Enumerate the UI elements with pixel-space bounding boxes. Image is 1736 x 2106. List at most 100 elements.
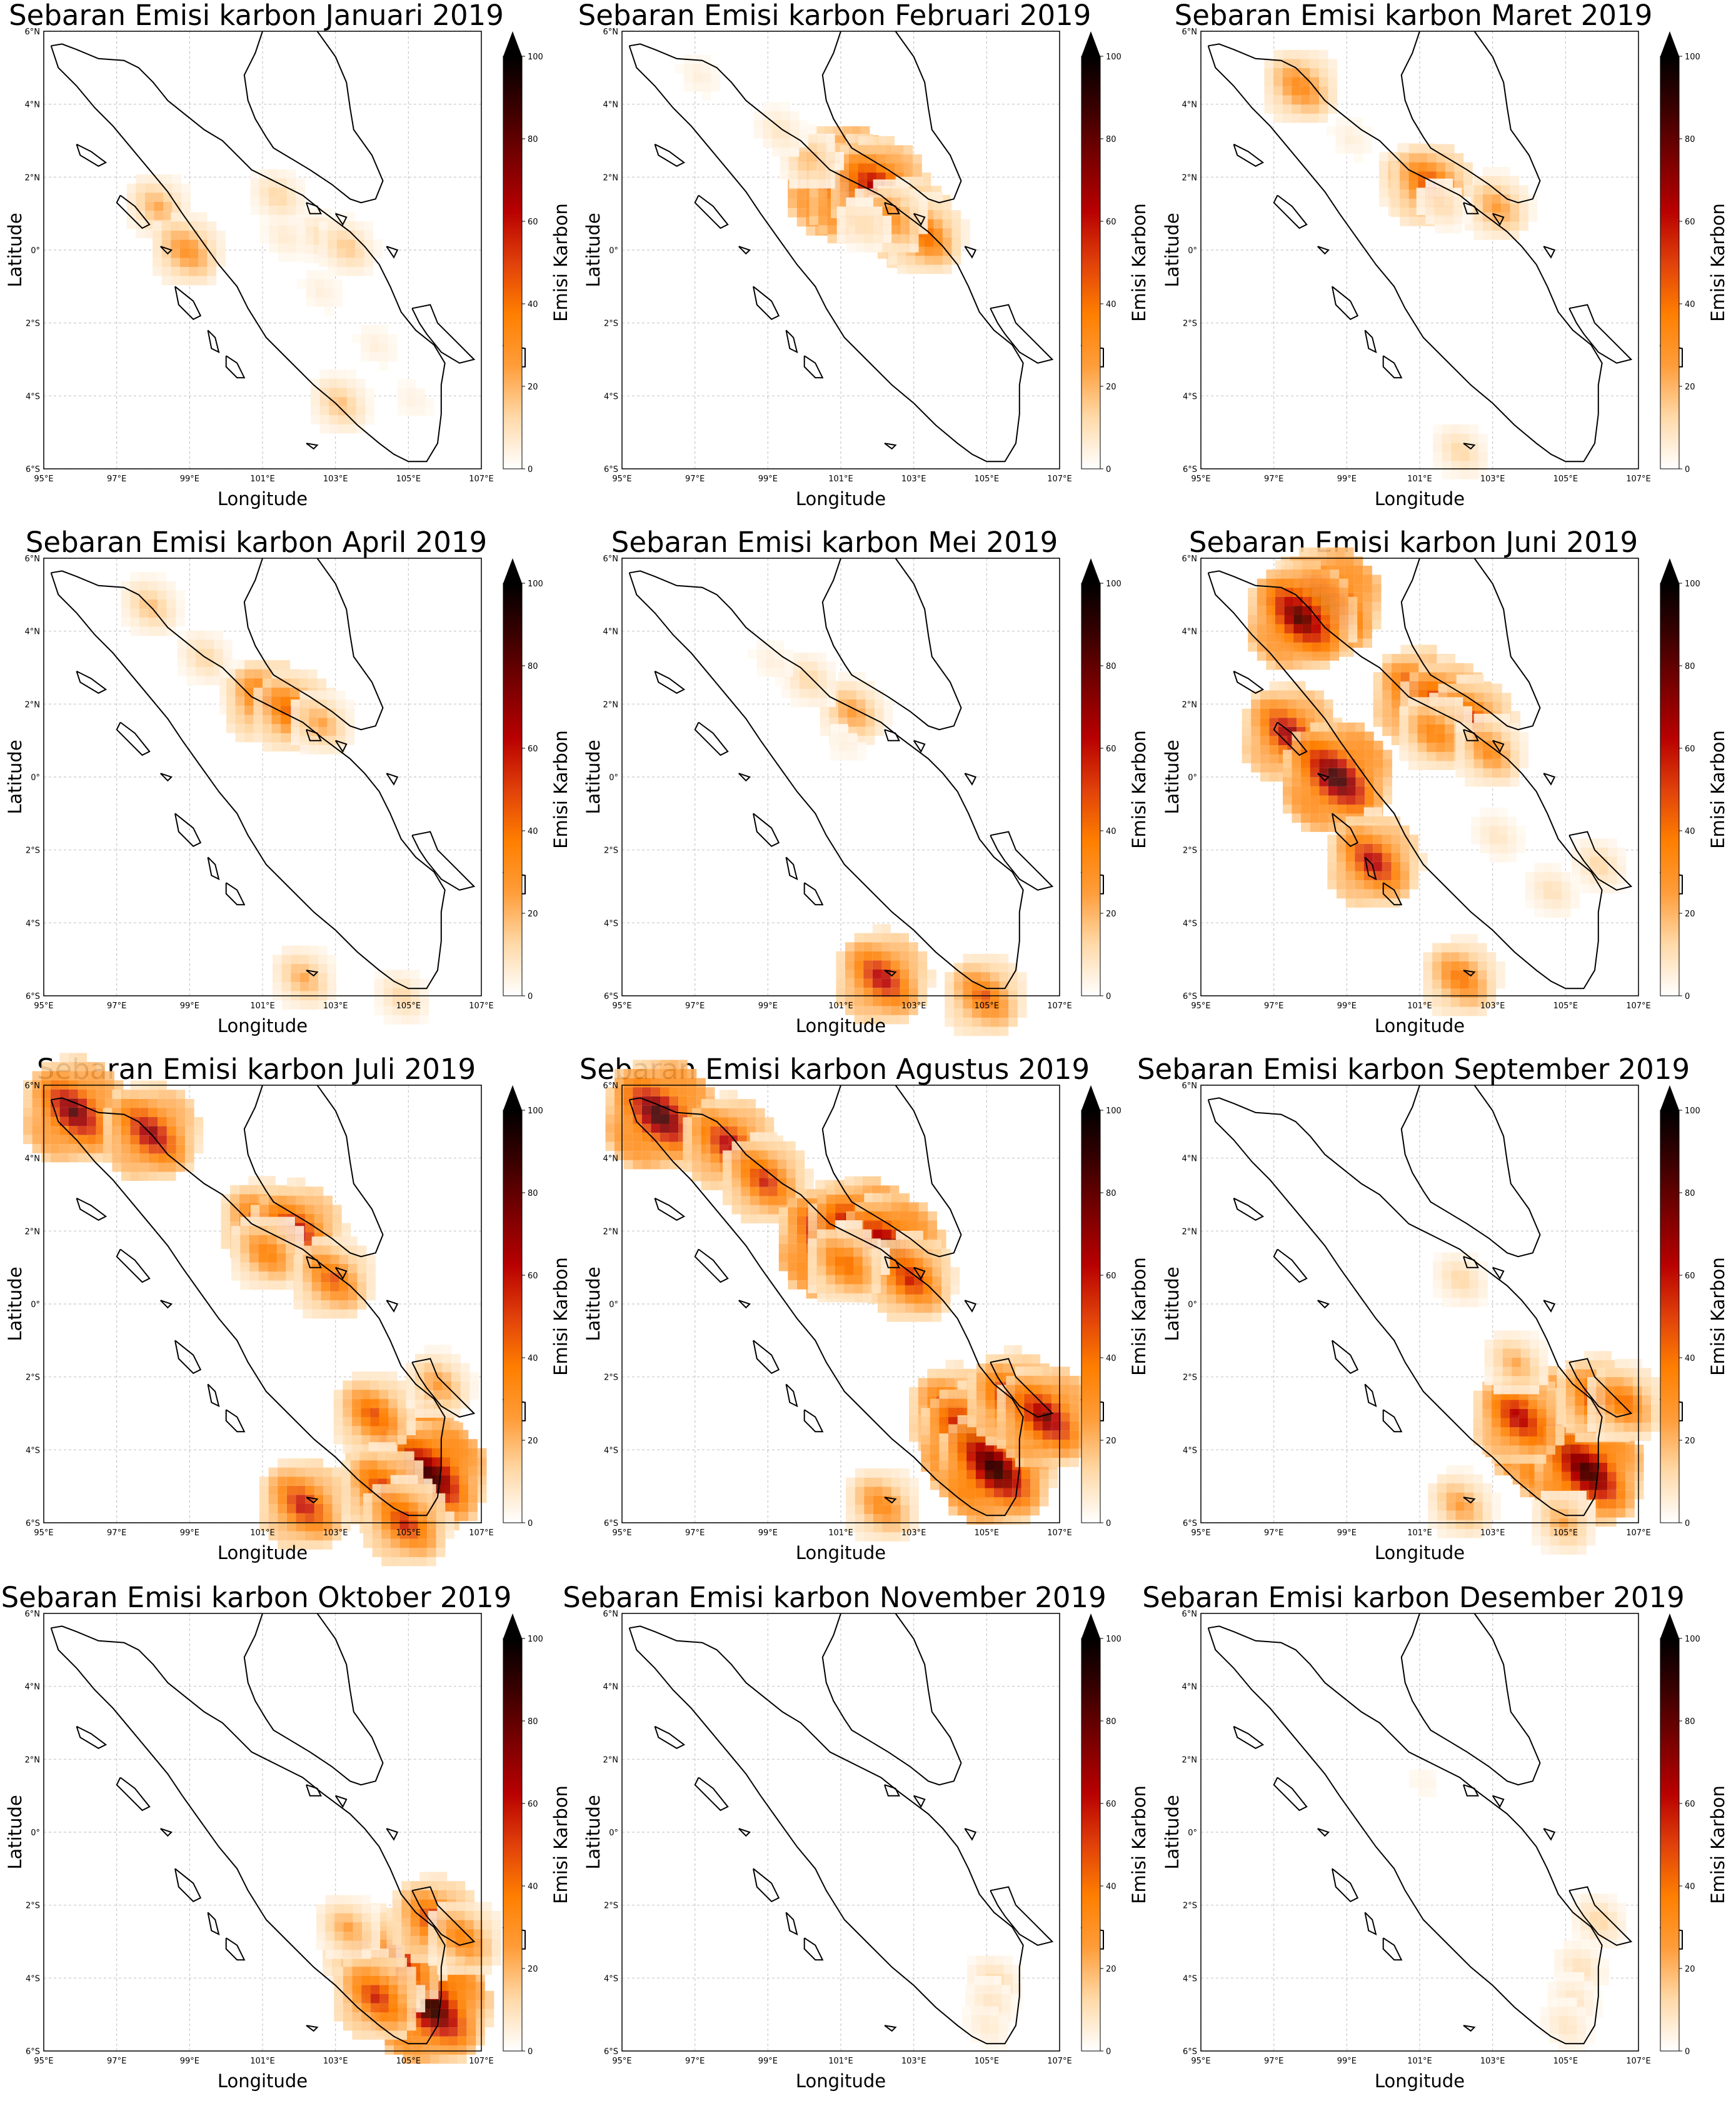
heat-cell: [240, 1217, 249, 1226]
heat-cell: [305, 1513, 314, 1523]
heat-cell: [1348, 633, 1358, 643]
colorbar-extend-arrow: [503, 1085, 522, 1110]
heat-cell: [891, 997, 900, 1006]
heat-cell: [259, 1253, 268, 1263]
heat-cell: [278, 1522, 287, 1532]
heat-cell: [1000, 954, 1009, 963]
heat-cell: [1310, 796, 1320, 805]
heat-cell: [886, 136, 895, 146]
colorbar-tick-label: 60: [528, 1271, 538, 1281]
heat-cell: [750, 1205, 760, 1215]
heat-cell: [409, 1539, 418, 1548]
heat-cell: [624, 1151, 633, 1160]
heat-cell: [1483, 778, 1492, 787]
heat-cell: [909, 951, 918, 961]
heat-cell: [334, 1417, 343, 1427]
heat-cell: [323, 1540, 333, 1550]
heat-cell: [766, 668, 775, 677]
heat-cell: [309, 955, 318, 964]
heat-cell: [343, 1435, 352, 1445]
heat-cell: [754, 120, 763, 129]
heat-cell: [1248, 606, 1257, 615]
heat-cell: [1283, 805, 1292, 814]
heat-cell: [361, 1408, 371, 1417]
heat-cell: [296, 1495, 305, 1504]
heat-cell: [459, 1448, 469, 1458]
heat-cell: [1379, 198, 1388, 207]
heat-cell: [1456, 768, 1465, 778]
heat-cell: [732, 1160, 741, 1169]
heat-cell: [231, 1271, 241, 1281]
heat-cell: [1508, 853, 1517, 863]
heat-cell: [1501, 231, 1510, 240]
heat-cell: [882, 179, 891, 189]
heat-cell: [388, 1408, 398, 1417]
heat-cell: [1363, 566, 1372, 575]
heat-cell: [196, 658, 205, 668]
heat-cell: [347, 406, 356, 416]
heat-cell: [1354, 575, 1363, 584]
heat-cell: [373, 239, 383, 249]
heat-cell: [387, 1442, 396, 1452]
heat-cell: [1445, 706, 1454, 716]
heat-cell: [706, 1087, 715, 1096]
heat-cell: [1445, 761, 1454, 770]
heat-cell: [954, 1008, 963, 1018]
heat-cell: [230, 1203, 239, 1213]
heat-cell: [231, 1226, 241, 1235]
heat-cell: [272, 743, 281, 752]
heat-cell: [69, 1153, 78, 1163]
heat-cell: [198, 221, 208, 231]
heat-cell: [171, 276, 180, 286]
heat-cell: [660, 1115, 670, 1124]
heat-cell: [1400, 672, 1410, 681]
lon-tick-label: 107°E: [1047, 474, 1072, 484]
heat-cell: [1251, 727, 1260, 736]
heat-cell: [239, 1194, 249, 1203]
heat-cell: [1399, 752, 1408, 761]
heat-cell: [296, 1178, 306, 1187]
heat-cell: [443, 1354, 452, 1363]
heat-cell: [759, 1196, 768, 1205]
heat-cell: [651, 1105, 660, 1115]
heat-cell: [1347, 777, 1356, 786]
heat-cell: [418, 1502, 428, 1512]
heat-cell: [1432, 998, 1442, 1007]
heat-cell: [131, 1145, 140, 1154]
heat-cell: [399, 1502, 409, 1512]
heat-cell: [337, 267, 346, 276]
heat-cell: [906, 265, 916, 274]
heat-cell: [1257, 597, 1267, 606]
heat-cell: [148, 572, 158, 581]
heat-cell: [1283, 50, 1292, 59]
heat-cell: [1599, 884, 1608, 893]
heat-cell: [1517, 844, 1526, 853]
heat-cell: [1382, 835, 1392, 844]
colorbar-tick-label: 80: [528, 662, 538, 671]
heat-cell: [891, 216, 901, 226]
heat-cell: [171, 239, 180, 249]
heat-cell: [1339, 624, 1348, 634]
heat-cell: [1251, 718, 1260, 727]
heat-cell: [1275, 606, 1285, 615]
heat-cell: [416, 388, 425, 398]
heat-cell: [51, 1071, 60, 1081]
heat-cell: [1501, 732, 1510, 741]
heat-cell: [1469, 952, 1478, 961]
heat-cell: [786, 1160, 796, 1169]
heat-cell: [954, 981, 963, 991]
heat-cell: [1347, 723, 1356, 732]
heat-cell: [1324, 699, 1333, 709]
heat-cell: [221, 1231, 231, 1240]
heat-cell: [291, 1000, 300, 1010]
heat-cell: [1460, 980, 1469, 989]
heat-cell: [1444, 215, 1453, 224]
heat-cell: [185, 1135, 194, 1145]
heat-cell: [69, 1062, 78, 1071]
lon-tick-label: 107°E: [1626, 1001, 1651, 1011]
heat-cell: [683, 1145, 692, 1154]
heat-cell: [87, 1090, 96, 1099]
heat-cell: [96, 1090, 106, 1099]
heat-cell: [1392, 727, 1401, 736]
